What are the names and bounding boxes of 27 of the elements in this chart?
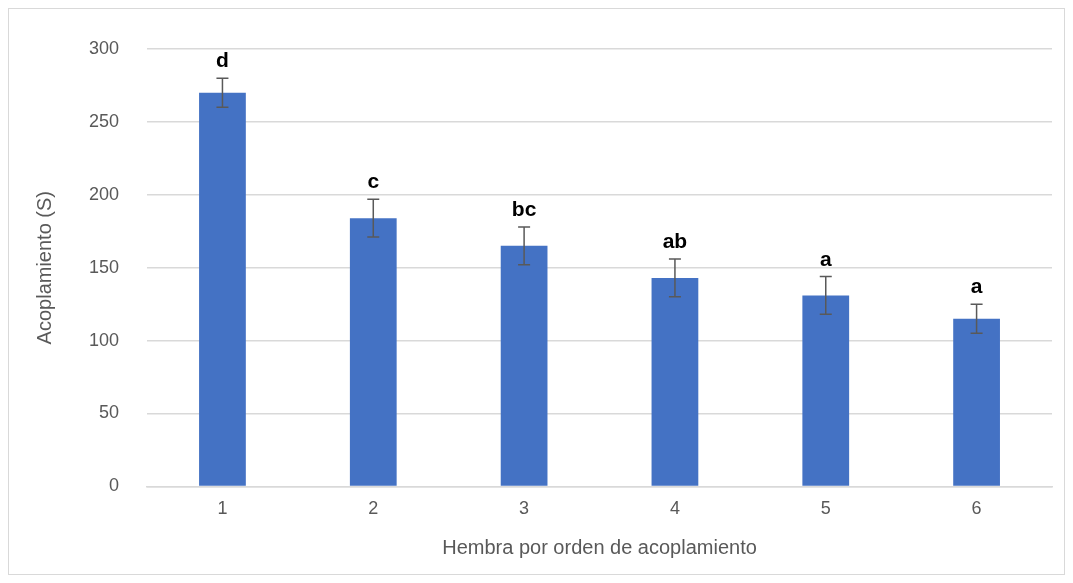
y-tick-label: 250 (88, 110, 120, 131)
y-tick-label: 150 (88, 256, 120, 277)
x-tick-label: 6 (971, 498, 982, 519)
annotation: bc (511, 197, 537, 221)
bar (349, 218, 397, 486)
bar (802, 295, 850, 486)
annotation: a (819, 246, 832, 270)
x-tick-label: 4 (669, 498, 680, 519)
annotation: a (970, 274, 983, 298)
annotation: d (216, 48, 229, 72)
bar (953, 318, 1000, 486)
bar (500, 245, 548, 486)
y-tick-label: 300 (88, 37, 120, 58)
y-axis-title: Acoplamiento (S) (32, 191, 55, 345)
x-tick-label: 2 (368, 498, 379, 519)
annotation: c (367, 169, 380, 193)
bar (199, 92, 246, 486)
x-tick-label: 3 (519, 498, 530, 519)
y-tick-label: 50 (99, 402, 120, 423)
x-axis-title: Hembra por orden de acoplamiento (442, 535, 757, 558)
bar (651, 277, 699, 486)
y-tick-label: 0 (109, 475, 120, 496)
annotation: ab (662, 229, 688, 253)
x-tick-label: 1 (217, 498, 228, 519)
y-tick-label: 200 (88, 183, 120, 204)
x-tick-label: 5 (820, 498, 831, 519)
y-tick-label: 100 (88, 329, 120, 350)
